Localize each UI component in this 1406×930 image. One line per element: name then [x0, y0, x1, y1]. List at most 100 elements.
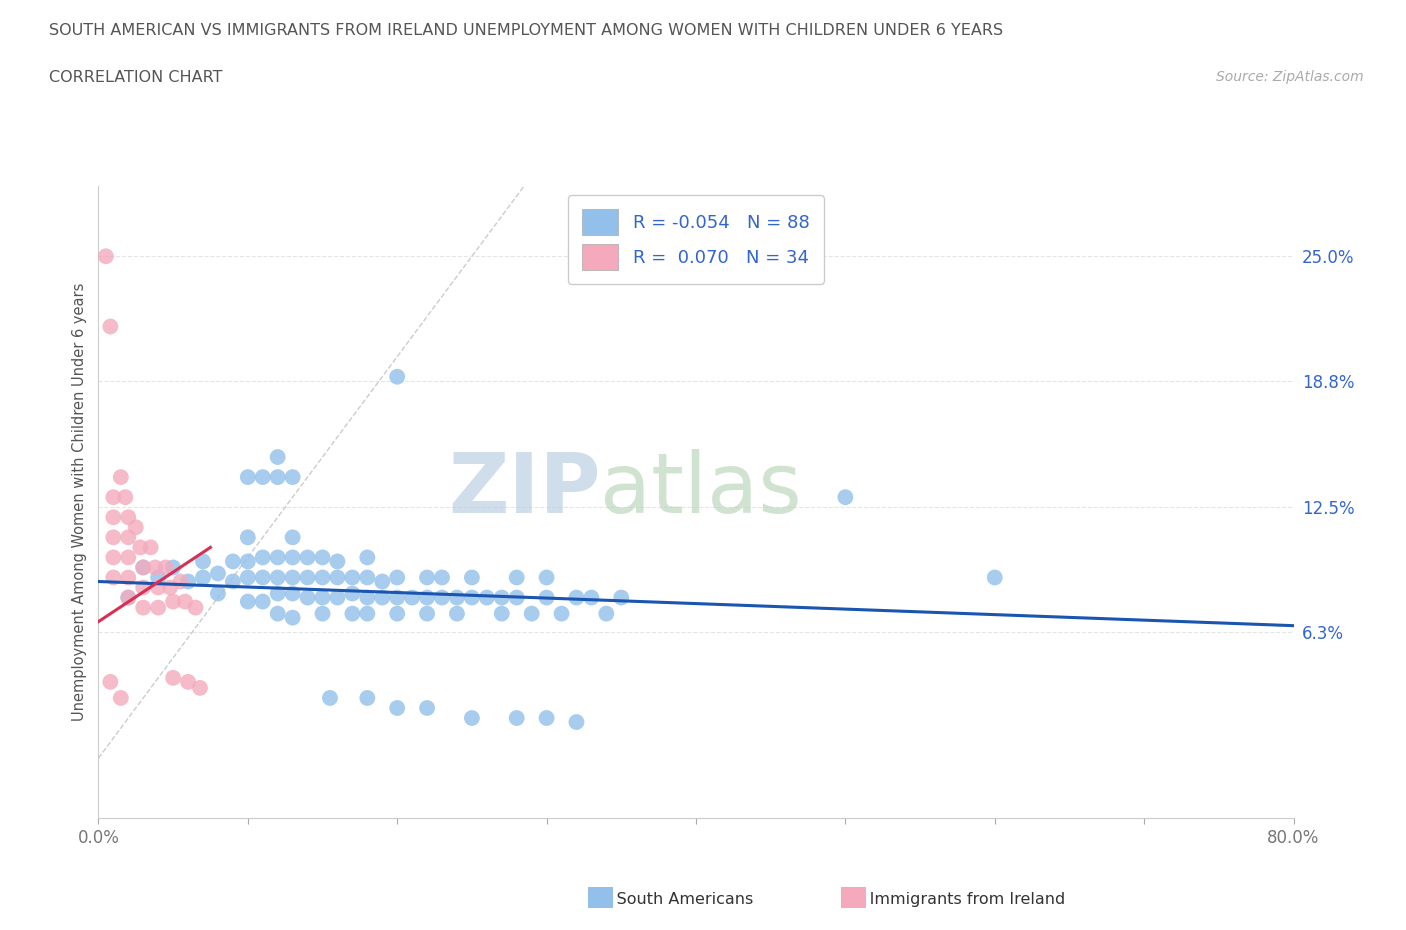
Point	[162, 560, 184, 575]
Point	[125, 520, 148, 535]
Point	[416, 606, 439, 621]
Text: Immigrants from Ireland: Immigrants from Ireland	[844, 892, 1064, 907]
Point	[129, 540, 152, 555]
Point	[132, 580, 155, 595]
Point	[281, 530, 304, 545]
Point	[110, 470, 132, 485]
Point	[536, 591, 558, 605]
Point	[506, 591, 529, 605]
Point	[520, 606, 543, 621]
Point	[550, 606, 572, 621]
Point	[297, 570, 319, 585]
Point	[356, 570, 378, 585]
Point	[222, 574, 245, 589]
Point	[188, 681, 211, 696]
Point	[117, 591, 139, 605]
Point	[162, 671, 184, 685]
Point	[132, 560, 155, 575]
Point	[98, 674, 122, 689]
Point	[475, 591, 498, 605]
Point	[184, 600, 207, 615]
Point	[159, 580, 181, 595]
Text: Source: ZipAtlas.com: Source: ZipAtlas.com	[1216, 70, 1364, 84]
Text: South Americans: South Americans	[591, 892, 752, 907]
Point	[222, 554, 245, 569]
Point	[94, 249, 117, 264]
Point	[162, 594, 184, 609]
Point	[326, 570, 349, 585]
Point	[177, 574, 200, 589]
Point	[103, 530, 125, 545]
Point	[236, 594, 259, 609]
Point	[385, 369, 409, 384]
Point	[103, 490, 125, 505]
Legend: R = -0.054   N = 88, R =  0.070   N = 34: R = -0.054 N = 88, R = 0.070 N = 34	[568, 195, 824, 284]
Point	[103, 570, 125, 585]
Point	[491, 606, 513, 621]
Point	[326, 554, 349, 569]
Point	[356, 591, 378, 605]
Point	[595, 606, 617, 621]
Point	[385, 606, 409, 621]
Point	[252, 470, 274, 485]
Point	[610, 591, 633, 605]
Point	[281, 570, 304, 585]
Point	[148, 600, 170, 615]
Point	[565, 714, 588, 729]
Point	[446, 591, 468, 605]
Point	[132, 600, 155, 615]
Point	[132, 560, 155, 575]
Point	[461, 591, 484, 605]
Point	[267, 550, 290, 565]
Point	[252, 594, 274, 609]
Point	[311, 550, 333, 565]
Point	[114, 490, 136, 505]
Point	[983, 570, 1005, 585]
Point	[143, 560, 166, 575]
Point	[356, 606, 378, 621]
Point	[281, 470, 304, 485]
Text: ZIP: ZIP	[449, 449, 600, 530]
Y-axis label: Unemployment Among Women with Children Under 6 years: Unemployment Among Women with Children U…	[72, 283, 87, 722]
Point	[236, 554, 259, 569]
Point	[191, 570, 214, 585]
Point	[117, 510, 139, 525]
Point	[236, 530, 259, 545]
Point	[342, 570, 364, 585]
Point	[311, 591, 333, 605]
Point	[342, 606, 364, 621]
Point	[430, 570, 453, 585]
Point	[139, 540, 162, 555]
Point	[236, 570, 259, 585]
Point	[506, 570, 529, 585]
Point	[371, 574, 394, 589]
Point	[98, 319, 122, 334]
Point	[267, 470, 290, 485]
Point	[385, 570, 409, 585]
Point	[281, 550, 304, 565]
Text: atlas: atlas	[600, 449, 801, 530]
Point	[385, 700, 409, 715]
Point	[252, 550, 274, 565]
Point	[297, 591, 319, 605]
Point	[191, 554, 214, 569]
Point	[311, 606, 333, 621]
Point	[117, 570, 139, 585]
Point	[385, 591, 409, 605]
Point	[267, 449, 290, 464]
Point	[110, 690, 132, 705]
Point	[371, 591, 394, 605]
Point	[342, 586, 364, 601]
Point	[356, 550, 378, 565]
Point	[117, 530, 139, 545]
Point	[430, 591, 453, 605]
Point	[177, 674, 200, 689]
Point	[148, 570, 170, 585]
Point	[461, 711, 484, 725]
Point	[319, 690, 342, 705]
Point	[446, 606, 468, 621]
Point	[834, 490, 856, 505]
Point	[581, 591, 603, 605]
Point	[311, 570, 333, 585]
Point	[207, 566, 229, 581]
